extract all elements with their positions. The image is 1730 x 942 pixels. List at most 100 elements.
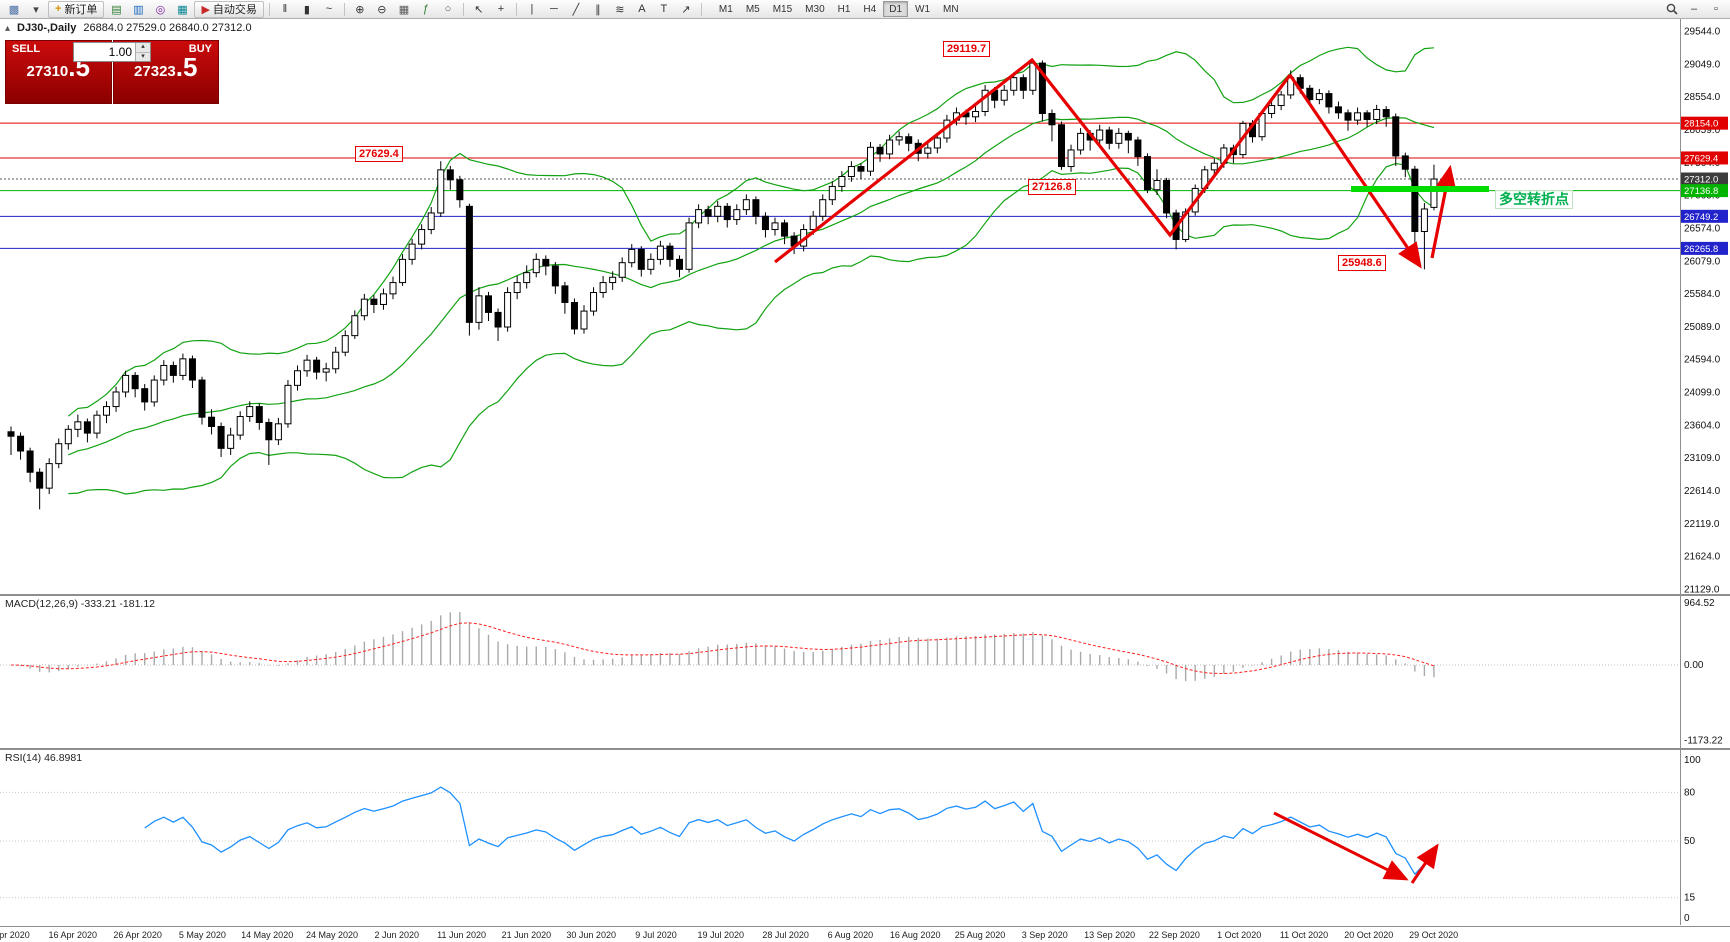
tile-windows-icon[interactable]: ▦	[398, 3, 410, 16]
date-axis-label: 9 Apr 2020	[0, 930, 30, 940]
market-watch-icon[interactable]: ▤	[111, 3, 122, 16]
data-window-icon[interactable]: ▥	[133, 3, 144, 16]
volume-decrement-button[interactable]: ▾	[136, 52, 150, 61]
timeframe-m5[interactable]: M5	[745, 3, 760, 15]
label-icon[interactable]: T	[660, 3, 668, 15]
timeframe-m15[interactable]: M15	[772, 3, 793, 15]
minimize-icon[interactable]: –	[1690, 3, 1698, 15]
date-axis-label: 2 Jun 2020	[374, 930, 420, 940]
zoom-in-icon[interactable]: ⊕	[355, 3, 365, 16]
axis-badge-label: 27629.4	[1684, 153, 1718, 164]
price-axis-label: 21624.0	[1684, 552, 1721, 563]
date-axis-label: 28 Jul 2020	[762, 930, 809, 940]
crosshair-icon[interactable]: +	[497, 3, 505, 15]
autotrading-icon: ▶	[201, 3, 210, 16]
buy-price: 27323.5	[134, 52, 198, 82]
toolbar-right-group: – ▫	[1662, 0, 1726, 18]
bollinger-upper-band	[67, 46, 1435, 417]
chart-list-dropdown-icon[interactable]: ▾	[33, 3, 39, 16]
price-axis-label: 28554.0	[1684, 92, 1721, 103]
date-axis-label: 14 May 2020	[241, 930, 294, 940]
timeframe-w1[interactable]: W1	[915, 3, 931, 15]
price-axis-label: 22119.0	[1684, 519, 1720, 530]
search-icon[interactable]	[1662, 0, 1682, 18]
date-axis-label: 25 Aug 2020	[954, 930, 1006, 940]
date-axis-label: 11 Jun 2020	[437, 930, 487, 940]
timeframe-m1[interactable]: M1	[718, 3, 733, 15]
new-chart-icon[interactable]: ▩	[8, 3, 20, 16]
price-axis-label: 22614.0	[1684, 486, 1721, 497]
axis-badge	[1681, 209, 1728, 223]
timeframe-d1[interactable]: D1	[883, 1, 909, 17]
indicators-icon[interactable]: ƒ	[422, 3, 429, 15]
axis-badge-label: 27136.8	[1684, 186, 1718, 197]
trendline-icon[interactable]: ╱	[572, 3, 580, 16]
volume-increment-button[interactable]: ▴	[136, 43, 150, 53]
navigator-icon[interactable]: ◎	[155, 3, 166, 16]
axis-badge-label: 27312.0	[1684, 175, 1718, 186]
fibonacci-icon[interactable]: ≋	[615, 3, 625, 16]
buy-label: BUY	[188, 43, 212, 55]
price-axis-label: 26574.0	[1684, 223, 1721, 234]
autotrading-button[interactable]: ▶ 自动交易	[194, 0, 264, 18]
volume-input[interactable]	[74, 43, 135, 61]
restore-icon[interactable]: ▫	[1714, 3, 1718, 15]
sell-price: 27310.5	[26, 52, 90, 82]
date-axis-label: 22 Sep 2020	[1148, 930, 1200, 940]
date-axis-label: 3 Sep 2020	[1021, 930, 1068, 940]
date-axis-label: 9 Jul 2020	[635, 930, 677, 940]
chart-symbol-title: DJ30-,Daily	[17, 22, 77, 34]
vertical-line-icon[interactable]: |	[530, 3, 534, 15]
horizontal-line-icon[interactable]: ─	[550, 3, 558, 15]
macd-axis-label: -1173.22	[1684, 735, 1723, 746]
terminal-icon[interactable]: ▦	[177, 3, 188, 16]
arrow-tool-icon[interactable]: ↗	[681, 3, 691, 16]
autotrading-button-label: 自动交易	[212, 4, 257, 16]
rsi-axis-label: 100	[1684, 755, 1701, 766]
text-icon[interactable]: A	[638, 3, 646, 15]
chart-title-row: ▴ DJ30-,Daily 26884.0 27529.0 26840.0 27…	[5, 22, 252, 34]
new-order-button[interactable]: + 新订单	[48, 0, 105, 18]
time-axis[interactable]: 9 Apr 2020 16 Apr 2020 26 Apr 2020 5 May 20…	[0, 926, 1730, 942]
channel-icon[interactable]: ∥	[595, 3, 601, 16]
date-axis-label: 24 May 2020	[305, 930, 359, 940]
rsi-line	[144, 786, 1435, 876]
date-axis-label: 20 Oct 2020	[1344, 930, 1394, 940]
price-annotation: 27126.8	[1028, 179, 1076, 195]
turning-point-note: 多空转折点	[1495, 190, 1573, 209]
toolbar-separator	[462, 2, 464, 16]
axis-badge-label: 26265.8	[1684, 244, 1718, 255]
timeframe-h4[interactable]: H4	[863, 3, 877, 15]
new-order-icon: +	[55, 3, 62, 15]
price-annotation: 25948.6	[1338, 255, 1386, 271]
axis-badge	[1681, 151, 1728, 165]
rsi-axis-label: 15	[1684, 893, 1696, 904]
rsi-axis-label: 80	[1684, 787, 1696, 798]
timeframe-h1[interactable]: H1	[837, 3, 851, 15]
price-annotation: 29119.7	[943, 41, 991, 57]
date-axis-label: 19 Jul 2020	[697, 930, 745, 940]
candlestick-chart-icon[interactable]: ▮	[303, 3, 310, 16]
ohlc-bars-icon[interactable]: ‖	[282, 3, 288, 15]
date-axis-label: 6 Aug 2020	[827, 930, 874, 940]
date-axis-label: 5 May 2020	[178, 930, 226, 940]
line-chart-icon[interactable]: ~	[325, 3, 333, 15]
timeframe-mn[interactable]: MN	[943, 3, 959, 15]
cursor-icon[interactable]: ↖	[474, 3, 484, 16]
axis-badge	[1681, 116, 1728, 130]
date-axis-label: 26 Apr 2020	[113, 930, 162, 940]
timeframe-m30[interactable]: M30	[805, 3, 825, 15]
new-order-button-label: 新订单	[64, 4, 98, 16]
toolbar-separator	[343, 2, 345, 16]
macd-axis-label: 0.00	[1684, 660, 1704, 671]
zoom-out-icon[interactable]: ⊖	[377, 3, 387, 16]
support-zone-highlight	[1351, 186, 1489, 192]
rsi-bounce-arrow	[1410, 843, 1439, 884]
sell-label: SELL	[12, 43, 41, 55]
timeframes-icon[interactable]: ○	[444, 3, 452, 15]
axis-badge	[1681, 184, 1728, 198]
toolbar-separator	[515, 2, 517, 16]
oneclick-collapse-icon[interactable]: ▴	[5, 22, 11, 34]
